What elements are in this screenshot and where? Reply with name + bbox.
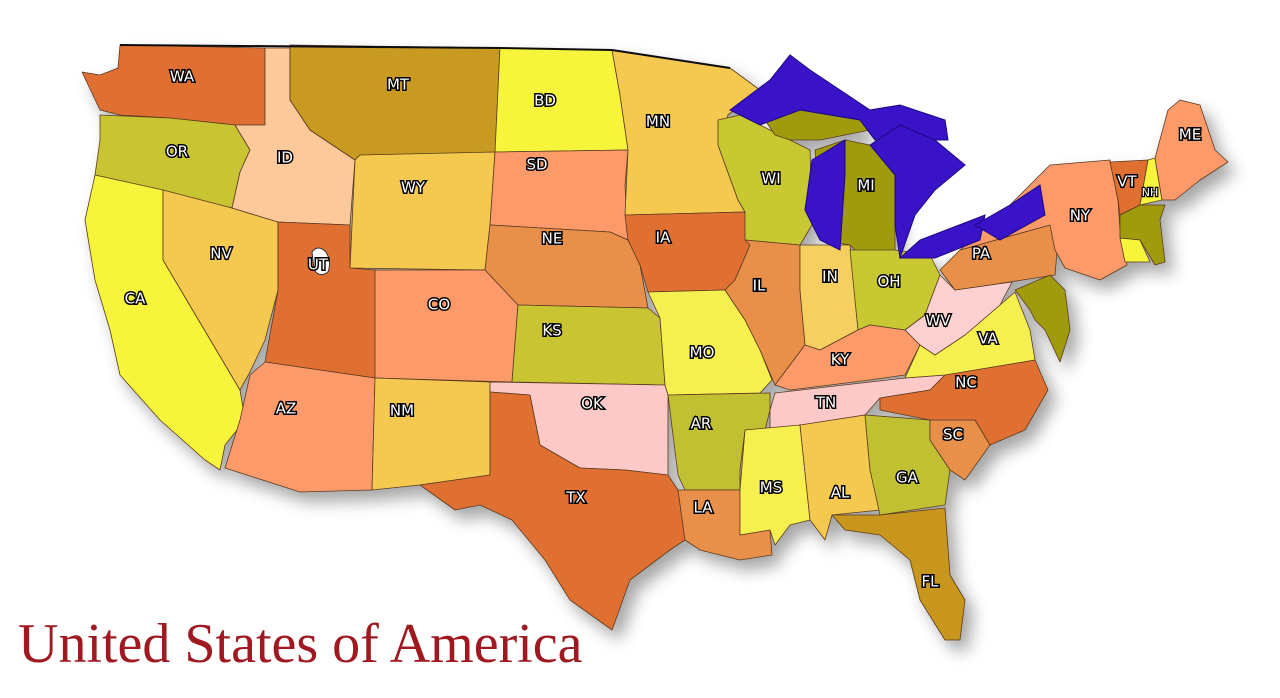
state-label-mo: MO <box>690 344 715 362</box>
state-co <box>374 269 519 383</box>
state-az <box>224 361 376 493</box>
state-label-ny: NY <box>1070 207 1091 225</box>
border-north <box>119 44 731 69</box>
state-label-id: ID <box>277 149 293 167</box>
state-label-va: VA <box>978 330 998 348</box>
state-label-wi: WI <box>761 170 780 188</box>
great-lakes <box>311 54 1046 276</box>
state-label-il: IL <box>753 277 766 295</box>
state-label-wv: WV <box>925 312 951 330</box>
state-ct <box>1119 237 1151 263</box>
lake-superior <box>729 54 949 141</box>
great-salt-lake <box>311 247 331 276</box>
state-label-fl: FL <box>922 573 940 591</box>
state-label-la: LA <box>694 499 714 517</box>
state-labels: WA OR CA NV ID MT WY UT CO AZ NM BD SD NE KS OK TX MN IA MO… <box>123 66 1203 592</box>
state-label-wa: WA <box>170 68 195 86</box>
state-label-ar: AR <box>691 415 712 433</box>
state-label-mt: MT <box>387 76 410 94</box>
state-label-wy: WY <box>401 179 426 197</box>
state-label-ms: MS <box>760 479 782 497</box>
state-label-tx: TX <box>565 489 585 507</box>
state-label-mn: MN <box>646 113 670 131</box>
state-md <box>1014 274 1071 363</box>
lake-ontario <box>974 184 1046 241</box>
state-label-ca: CA <box>125 290 146 308</box>
state-label-ia: IA <box>656 229 671 247</box>
state-label-sc: SC <box>943 426 963 444</box>
state-tx <box>419 391 686 631</box>
state-label-pa: PA <box>972 245 991 263</box>
state-label-nh: NH <box>1142 186 1159 199</box>
states-layer <box>81 44 1229 641</box>
lake-michigan <box>804 139 846 251</box>
state-label-al: AL <box>831 484 850 502</box>
state-label-nv: NV <box>210 245 232 263</box>
map-title: United States of America <box>18 613 583 675</box>
state-label-vt: VT <box>1117 173 1137 191</box>
state-nd <box>494 47 629 153</box>
state-label-oh: OH <box>877 273 900 291</box>
state-fl <box>831 507 966 641</box>
state-label-co: CO <box>428 296 450 314</box>
state-label-or: OR <box>166 143 188 161</box>
state-wy <box>349 151 496 271</box>
state-ia <box>624 211 751 293</box>
state-label-ok: OK <box>581 395 604 413</box>
lake-huron <box>869 124 966 259</box>
state-label-sd: SD <box>526 156 547 174</box>
state-label-mi: MI <box>857 177 874 195</box>
state-label-me: ME <box>1179 126 1201 144</box>
state-ar <box>667 392 771 491</box>
state-label-ne: NE <box>542 230 563 248</box>
state-label-nm: NM <box>390 402 414 420</box>
state-label-az: AZ <box>276 400 297 418</box>
state-label-ks: KS <box>542 322 561 340</box>
state-nm <box>371 377 491 491</box>
state-ks <box>511 304 666 386</box>
state-label-tn: TN <box>815 394 836 412</box>
state-nc <box>879 359 1049 446</box>
state-label-ky: KY <box>831 351 850 369</box>
state-label-nd: BD <box>534 92 556 110</box>
state-me <box>1154 99 1229 201</box>
state-ne <box>484 224 649 309</box>
state-label-ga: GA <box>896 469 919 487</box>
state-label-nc: NC <box>955 374 977 392</box>
state-label-in: IN <box>822 268 838 286</box>
state-label-ut: UT <box>308 256 329 274</box>
